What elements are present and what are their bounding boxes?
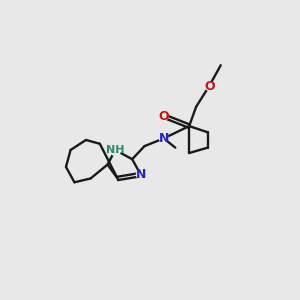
Circle shape [136, 170, 145, 179]
Circle shape [205, 82, 213, 90]
Circle shape [160, 112, 168, 120]
Text: N: N [159, 132, 169, 145]
Circle shape [110, 145, 121, 155]
Text: NH: NH [106, 145, 124, 155]
Text: O: O [204, 80, 214, 92]
Text: N: N [136, 168, 146, 181]
Circle shape [160, 134, 168, 142]
Text: O: O [158, 110, 169, 123]
